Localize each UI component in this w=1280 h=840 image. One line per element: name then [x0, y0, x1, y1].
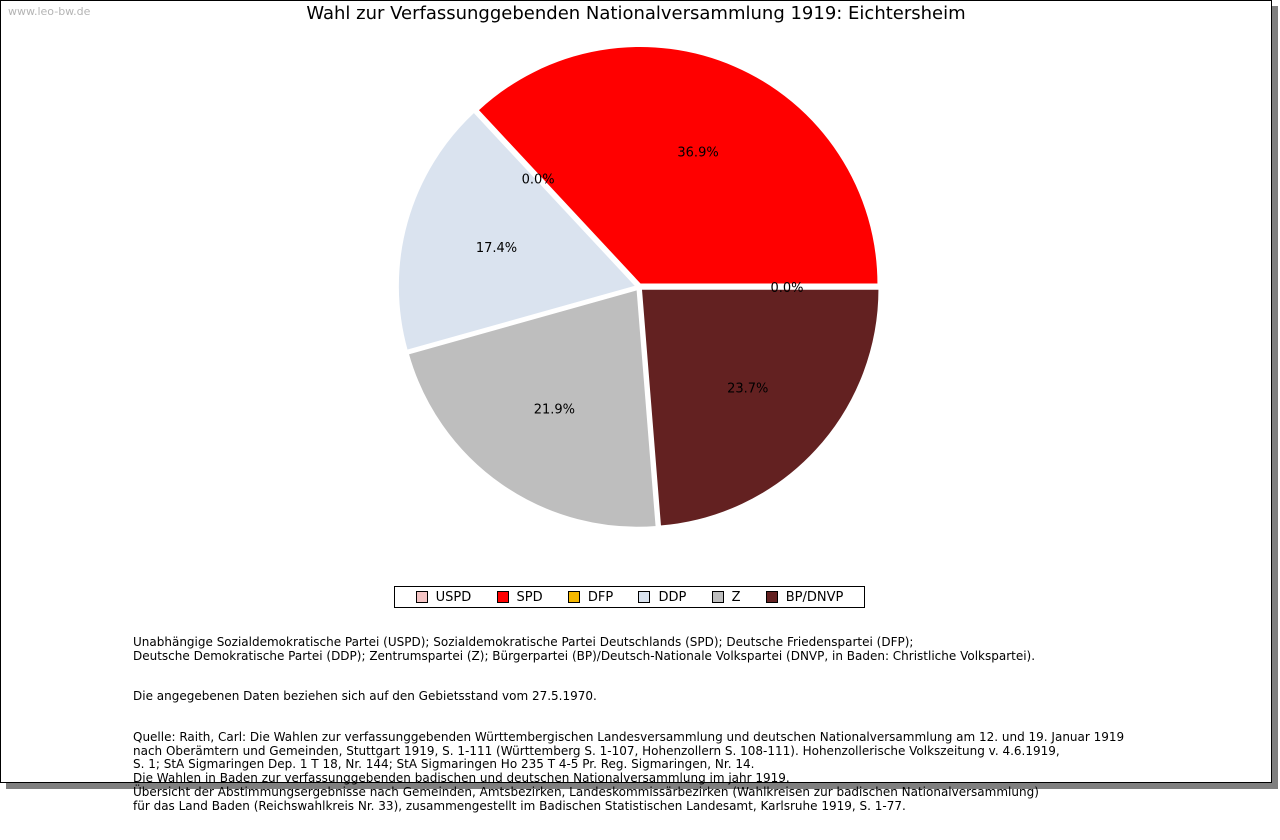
pie-label-dfp: 0.0% [522, 173, 555, 188]
pie-labels: 0.0% 36.9% 0.0% 17.4% 21.9% 23.7% [476, 145, 804, 417]
notes-source: Quelle: Raith, Carl: Die Wahlen zur verf… [133, 729, 1125, 813]
legend-label: BP/DNVP [785, 589, 844, 605]
legend-swatch [711, 591, 724, 603]
legend-swatch [638, 591, 651, 603]
legend-label: USPD [435, 589, 472, 605]
pie-label-spd: 36.9% [677, 145, 718, 160]
pie-label-z: 21.9% [534, 402, 575, 417]
legend-swatch [765, 591, 778, 603]
pie-label-bp-dnvp: 23.7% [727, 381, 768, 396]
notes-territory: Die angegebenen Daten beziehen sich auf … [133, 689, 597, 704]
legend-swatch [415, 591, 428, 603]
pie-slice-z [407, 288, 658, 529]
notes: Unabhängige Sozialdemokratische Partei (… [133, 622, 1253, 840]
pie-slices [397, 45, 880, 529]
legend-label: DFP [587, 589, 614, 605]
pie-slice-ddp [397, 110, 638, 352]
legend-swatch [567, 591, 580, 603]
legend-entry-dfp: DFP [567, 589, 614, 605]
legend-entry-ddp: DDP [638, 590, 686, 605]
pie-chart: 0.0% 36.9% 0.0% 17.4% 21.9% 23.7% [397, 45, 880, 529]
chart-title: Wahl zur Verfassunggebenden Nationalvers… [306, 3, 966, 24]
pie-label-ddp: 17.4% [476, 241, 517, 256]
watermark: www.leo-bw.de [8, 5, 91, 18]
legend-entry-bp-dnvp: BP/DNVP [765, 589, 844, 605]
notes-parties: Unabhängige Sozialdemokratische Partei (… [133, 634, 1036, 663]
legend-entry-spd: SPD [496, 589, 543, 605]
legend-swatch [496, 591, 509, 603]
legend-entry-uspd: USPD [415, 589, 472, 605]
pie-label-uspd: 0.0% [770, 281, 803, 296]
legend-label: DDP [658, 589, 687, 605]
legend-entry-z: Z [711, 589, 741, 605]
pie-slice-bp-dnvp [640, 288, 880, 528]
legend-label: SPD [516, 589, 543, 605]
legend-label: Z [731, 589, 741, 605]
legend: USPD SPD DFP DDP Z BP/DNVP [394, 586, 865, 608]
pie-slice-spd [476, 45, 879, 285]
